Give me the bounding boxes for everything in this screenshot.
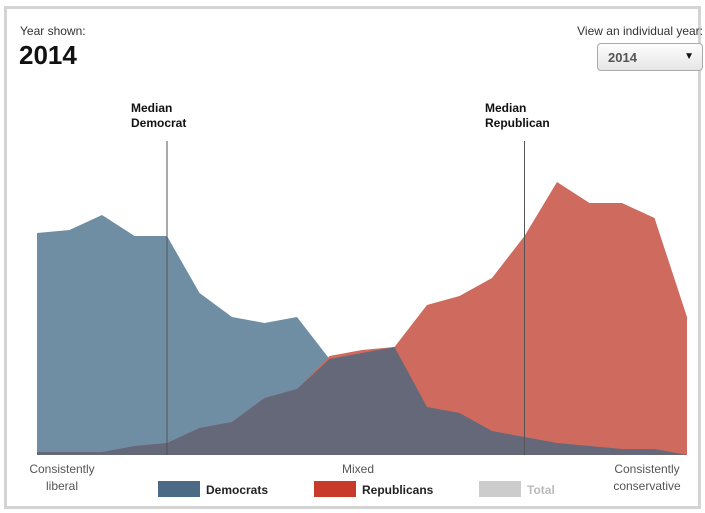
median-republican-label: Median Republican bbox=[485, 101, 550, 130]
axis-label-conservative: Consistently conservative bbox=[613, 462, 681, 493]
legend-swatch-total bbox=[479, 481, 521, 497]
year-shown-label: Year shown: bbox=[20, 24, 86, 38]
legend-label-republicans: Republicans bbox=[362, 483, 434, 497]
year-shown-value: 2014 bbox=[19, 40, 77, 70]
view-year-label: View an individual year: bbox=[577, 24, 703, 38]
year-select-dropdown[interactable]: 2014 ▼ bbox=[597, 43, 703, 71]
legend-label-democrats: Democrats bbox=[206, 483, 269, 497]
median-democrat-label: Median Democrat bbox=[131, 101, 187, 130]
chevron-down-icon: ▼ bbox=[684, 51, 694, 62]
area-democrats bbox=[37, 215, 687, 455]
axis-label-liberal: Consistently liberal bbox=[29, 462, 95, 493]
axis-label-mixed: Mixed bbox=[341, 462, 374, 476]
area-overlap bbox=[37, 347, 687, 455]
legend-swatch-democrats bbox=[158, 481, 200, 497]
legend-swatch-republicans bbox=[314, 481, 356, 497]
legend-label-total: Total bbox=[527, 483, 555, 497]
year-select-value: 2014 bbox=[608, 50, 637, 65]
